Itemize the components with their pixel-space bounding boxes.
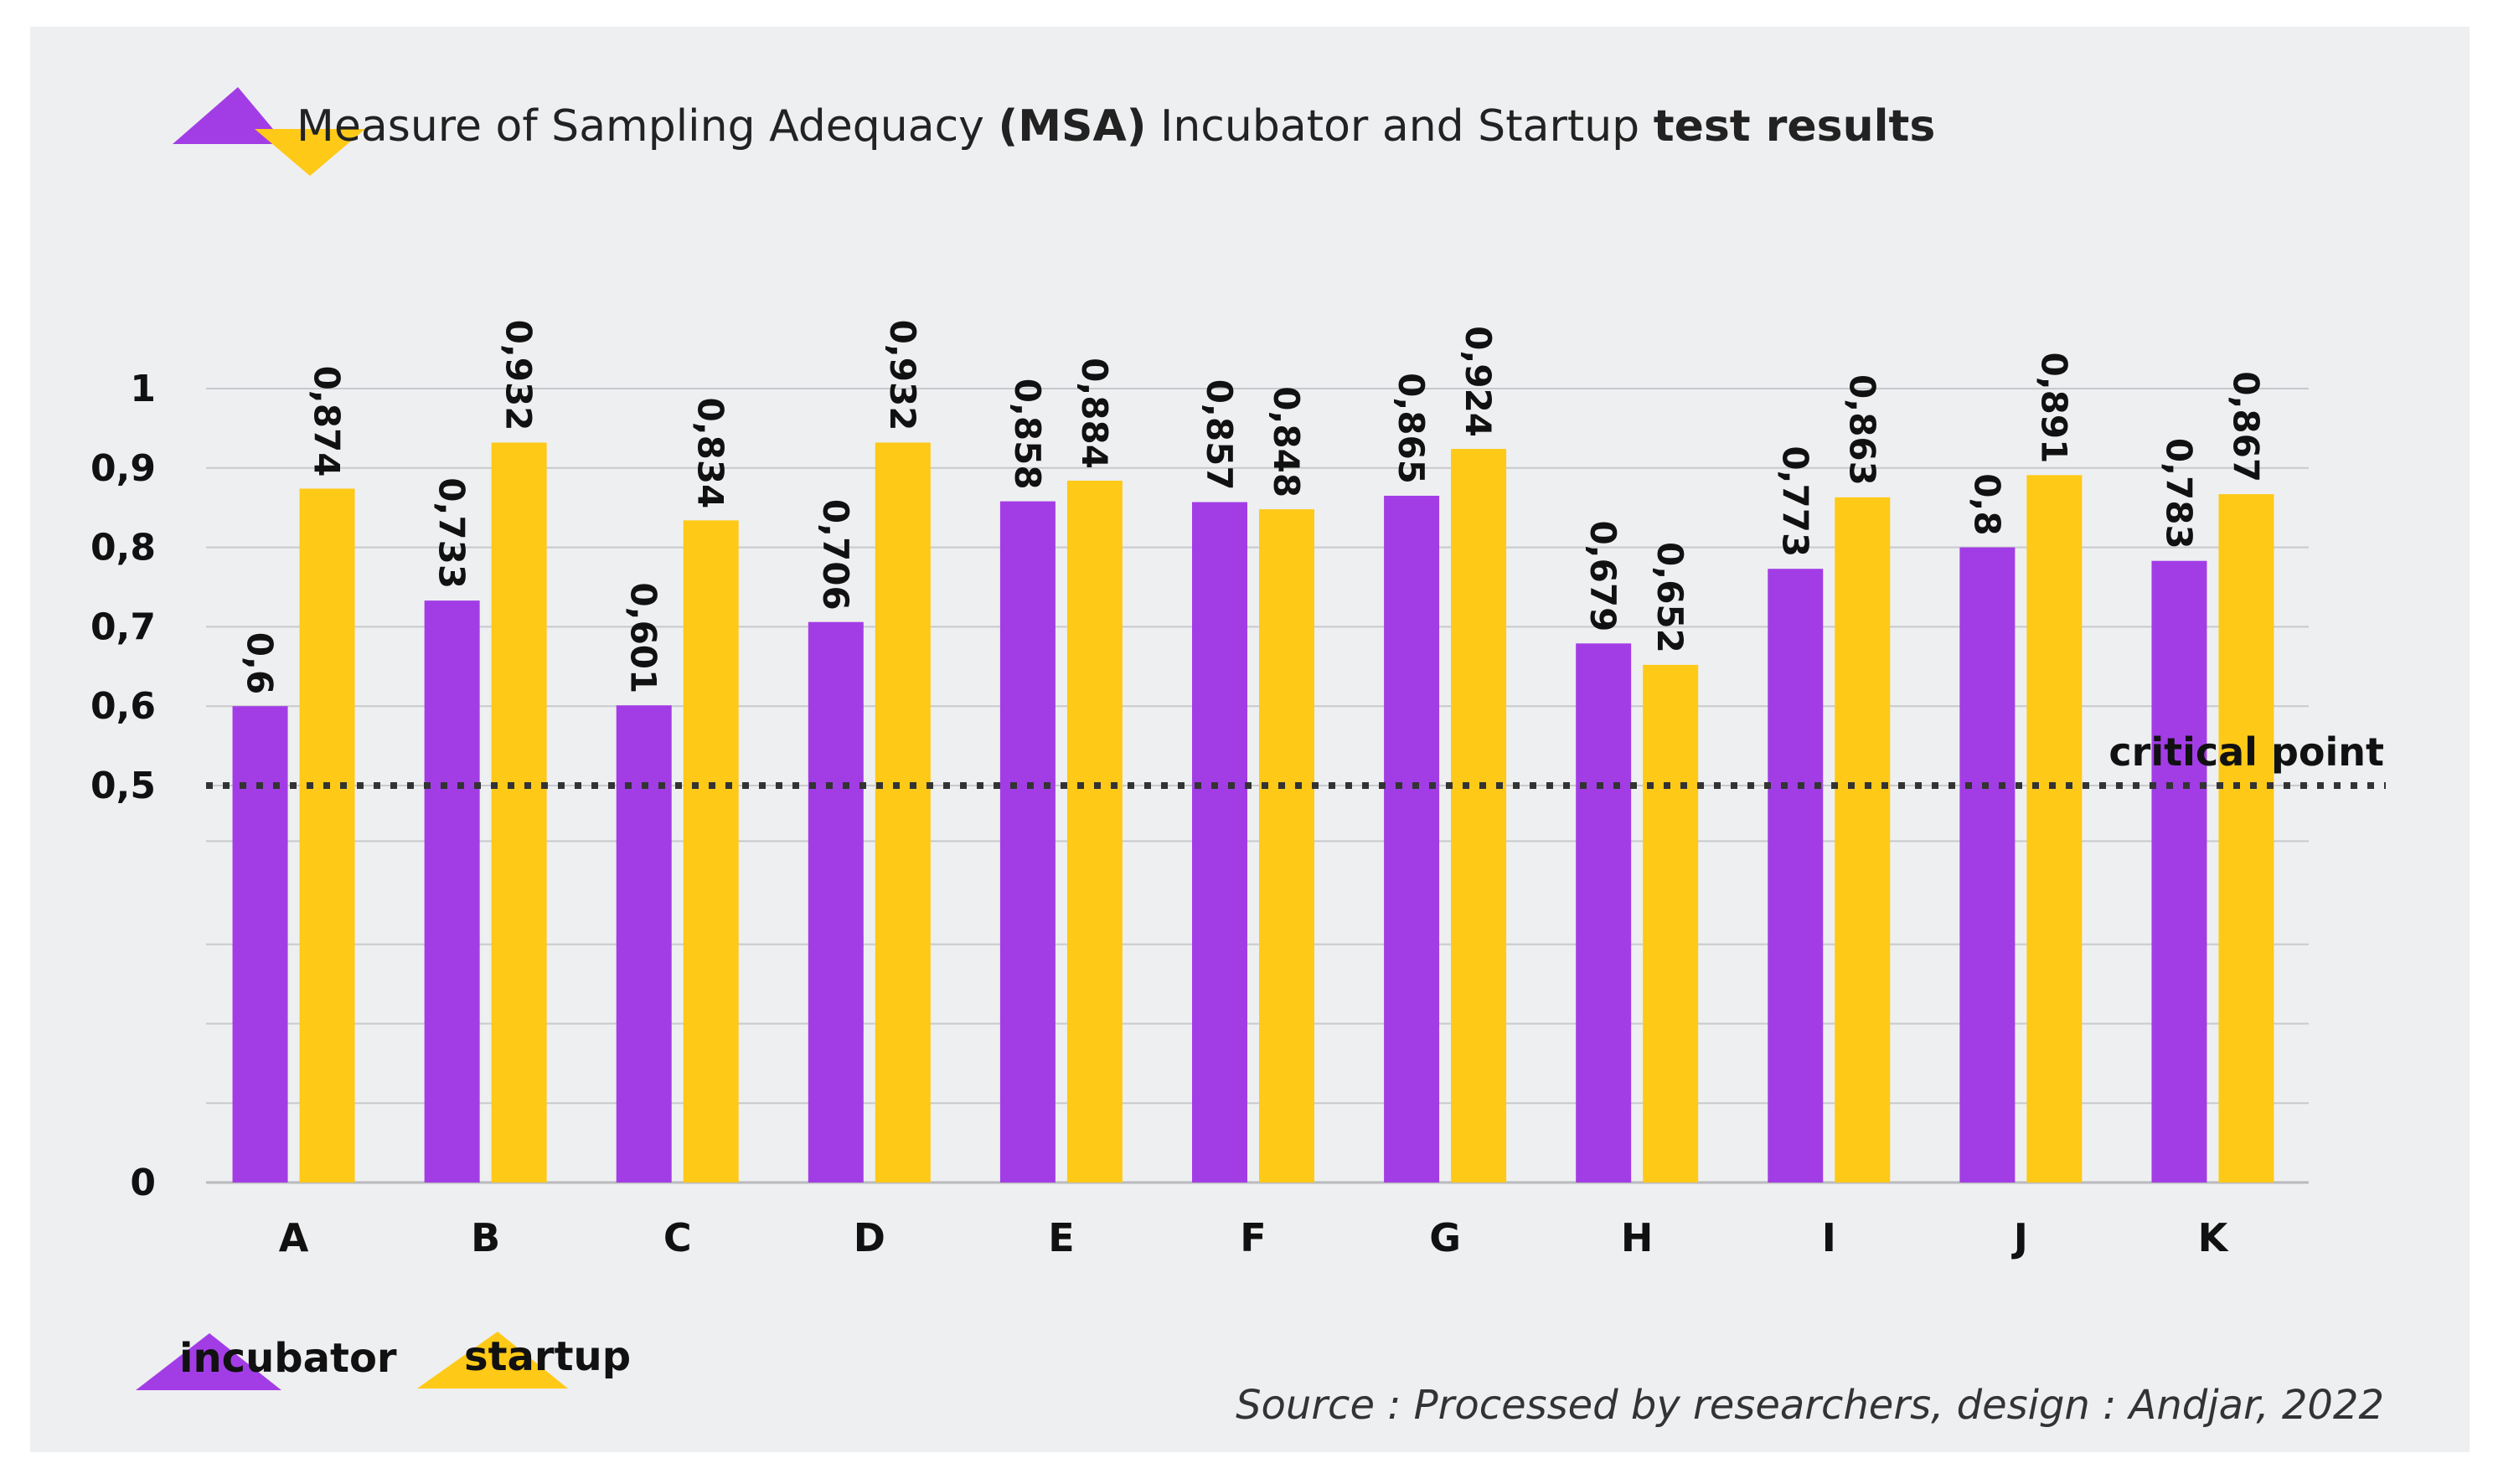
bar-startup-G [1451,449,1507,1183]
data-label-startup-I: 0,863 [1841,374,1882,486]
msa-bar-chart: Measure of Sampling Adequacy (MSA) Incub… [90,87,2386,1429]
data-label-incubator-D: 0,706 [815,499,856,611]
data-label-startup-F: 0,848 [1266,386,1307,497]
data-label-incubator-F: 0,857 [1199,379,1240,491]
bar-incubator-G [1384,495,1440,1183]
data-label-startup-G: 0,924 [1458,326,1499,437]
y-tick-label-6: 1 [130,368,156,410]
bar-incubator-I [1768,569,1824,1183]
bar-incubator-D [808,621,864,1183]
data-label-incubator-E: 0,858 [1007,379,1048,490]
data-label-startup-H: 0,652 [1649,542,1690,653]
bar-startup-F [1259,509,1314,1183]
data-label-startup-E: 0,884 [1074,358,1115,469]
title-part-2: Incubator and Startup [1146,101,1653,152]
data-label-startup-K: 0,867 [2225,371,2266,482]
title-icon [173,87,365,176]
bar-incubator-A [232,706,288,1183]
bar-incubator-B [424,600,480,1183]
bar-incubator-K [2151,560,2207,1183]
data-label-incubator-C: 0,601 [623,582,664,693]
y-tick-label-3: 0,7 [90,605,156,648]
data-label-startup-D: 0,932 [882,320,923,431]
data-label-incubator-A: 0,6 [240,632,281,694]
x-tick-label-G: G [1429,1215,1461,1260]
legend: incubator startup [136,1332,631,1390]
gridlines [206,388,2309,1184]
bar-startup-D [875,442,931,1183]
bar-incubator-H [1576,643,1632,1183]
legend-label-startup: startup [464,1333,631,1380]
data-label-incubator-K: 0,783 [2158,438,2199,549]
data-label-incubator-B: 0,733 [431,477,472,589]
incubator-swatch-icon [136,1333,281,1390]
startup-swatch-icon [417,1332,568,1389]
y-tick-label-0: 0 [130,1162,156,1204]
bar-startup-A [299,488,355,1183]
x-tick-label-K: K [2198,1215,2230,1260]
x-tick-label-I: I [1822,1215,1836,1260]
critical-point-line: critical point [206,729,2386,789]
y-tick-label-1: 0,5 [90,765,156,807]
data-label-incubator-I: 0,773 [1774,446,1815,557]
x-tick-label-B: B [471,1215,500,1260]
data-label-incubator-J: 0,8 [1966,473,2007,535]
critical-point-label: critical point [2108,729,2384,775]
x-tick-label-E: E [1048,1215,1074,1260]
data-label-startup-J: 0,891 [2033,352,2074,463]
bar-startup-J [2026,475,2083,1183]
title-part-0: Measure of Sampling Adequacy [297,101,998,152]
legend-label-incubator: incubator [179,1335,397,1382]
data-label-startup-C: 0,834 [690,398,731,509]
title-part-3: test results [1654,101,1936,152]
y-tick-label-5: 0,9 [90,447,156,490]
x-tick-label-C: C [663,1215,692,1260]
bar-incubator-E [999,501,1056,1183]
legend-item-incubator: incubator [136,1333,397,1390]
x-axis-ticks: A B C D E F G H I J K [279,1215,2230,1260]
source-note: Source : Processed by researchers, desig… [1236,1382,2384,1429]
bar-startup-C [683,520,739,1183]
y-tick-label-4: 0,8 [90,527,156,569]
data-label-startup-B: 0,932 [498,320,539,431]
chart-title: Measure of Sampling Adequacy (MSA) Incub… [297,101,1935,152]
x-tick-label-H: H [1621,1215,1654,1260]
x-tick-label-J: J [2011,1215,2028,1260]
chart-panel: Measure of Sampling Adequacy (MSA) Incub… [30,27,2470,1452]
bar-incubator-F [1192,502,1247,1183]
bar-incubator-C [616,705,672,1183]
bar-incubator-J [1959,547,2016,1183]
y-tick-label-2: 0,6 [90,685,156,728]
title-part-1: (MSA) [998,101,1146,152]
x-tick-label-A: A [279,1215,309,1260]
data-label-incubator-G: 0,865 [1391,373,1432,484]
bar-startup-I [1835,497,1891,1183]
bar-startup-K [2218,494,2274,1183]
y-axis-ticks: 0 0,5 0,6 0,7 0,8 0,9 1 [90,368,156,1204]
bar-startup-B [491,442,547,1183]
x-tick-label-F: F [1240,1215,1266,1260]
data-label-incubator-H: 0,679 [1582,520,1623,631]
bar-startup-H [1643,664,1699,1183]
legend-item-startup: startup [417,1332,631,1389]
data-label-startup-A: 0,874 [307,366,348,477]
bar-startup-E [1066,480,1123,1183]
x-tick-label-D: D [854,1215,885,1260]
bars [232,442,2274,1183]
data-labels: 0,6 0,874 0,733 0,932 0,601 0,834 0,706 0,932 0,… [240,320,2267,695]
